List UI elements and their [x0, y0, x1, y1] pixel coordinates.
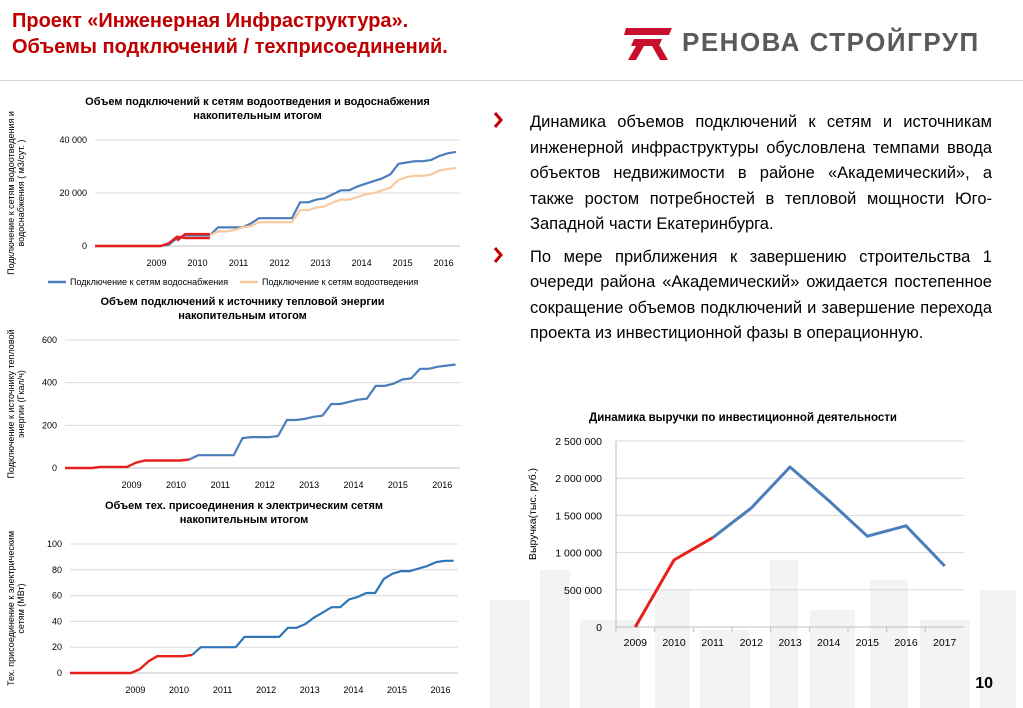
y-axis-label: Подключение к источнику тепловой [6, 329, 16, 478]
logo-mark-icon [624, 28, 672, 60]
series-line [70, 653, 193, 675]
x-tick-label: 2013 [778, 637, 802, 649]
legend-label: Подключение к сетям водоснабжения [70, 277, 228, 287]
x-tick-label: 2014 [817, 637, 841, 649]
x-tick-label: 2015 [388, 480, 408, 490]
y-tick-label: 40 [52, 616, 62, 626]
chart-title: Объем тех. присоединения к электрическим… [105, 500, 383, 512]
y-axis-label: энергии (Гкал/ч) [16, 370, 26, 438]
series-line [711, 465, 946, 568]
bullet-text: Динамика объемов подключений к сетям и и… [530, 113, 992, 233]
bullet-item: Динамика объемов подключений к сетям и и… [492, 110, 992, 238]
chart-title: Объем подключений к сетям водоотведения … [85, 96, 430, 108]
x-tick-label: 2014 [343, 685, 363, 695]
x-tick-label: 2014 [352, 258, 372, 268]
x-tick-label: 2015 [387, 685, 407, 695]
y-axis-label: Подключение к сетям водоотведения и [6, 111, 16, 275]
chart-title: накопительным итогом [180, 514, 309, 526]
y-tick-label: 200 [42, 420, 57, 430]
chevron-right-icon [493, 246, 503, 263]
y-tick-label: 0 [82, 241, 87, 251]
y-tick-label: 100 [47, 539, 62, 549]
y-tick-label: 600 [42, 335, 57, 345]
x-tick-label: 2010 [188, 258, 208, 268]
x-tick-label: 2014 [343, 480, 363, 490]
y-tick-label: 0 [57, 668, 62, 678]
series-line [95, 150, 457, 248]
chart-title: накопительным итогом [193, 110, 322, 122]
y-tick-label: 20 [52, 642, 62, 652]
x-tick-label: 2009 [122, 480, 142, 490]
series-line [209, 166, 457, 237]
y-tick-label: 20 000 [59, 188, 87, 198]
series-line [95, 235, 210, 248]
x-tick-label: 2013 [299, 480, 319, 490]
legend-label: Подключение к сетям водоотведения [262, 277, 418, 287]
y-axis-label: Выручка(тыс. руб.) [527, 468, 539, 560]
x-tick-label: 2011 [701, 637, 724, 649]
x-tick-label: 2015 [856, 637, 880, 649]
x-tick-label: 2009 [125, 685, 145, 695]
y-tick-label: 400 [42, 378, 57, 388]
chevron-right-icon [493, 112, 503, 128]
x-tick-label: 2012 [255, 480, 275, 490]
x-tick-label: 2012 [256, 685, 276, 695]
x-tick-label: 2010 [662, 637, 686, 649]
y-axis-label: Тех. присоединение к электрическим [6, 531, 16, 686]
series-line [188, 363, 456, 461]
x-tick-label: 2010 [166, 480, 186, 490]
header-divider [0, 80, 1023, 81]
y-axis-label: сетям (МВт) [16, 583, 26, 633]
series-line [191, 559, 454, 656]
y-tick-label: 2 500 000 [555, 436, 602, 448]
y-tick-label: 80 [52, 565, 62, 575]
chart-title: накопительным итогом [178, 310, 307, 322]
x-tick-label: 2013 [300, 685, 320, 695]
y-tick-label: 500 000 [564, 585, 602, 597]
background-city-silhouette [490, 560, 1016, 708]
x-tick-label: 2011 [213, 685, 232, 695]
y-tick-label: 40 000 [59, 135, 87, 145]
company-logo: РЕНОВА СТРОЙГРУП [622, 22, 992, 66]
heat-connections-chart: Объем подключений к источнику тепловой э… [6, 296, 460, 490]
x-tick-label: 2016 [434, 258, 454, 268]
water-connections-chart: Объем подключений к сетям водоотведения … [6, 96, 460, 287]
bullet-list: Динамика объемов подключений к сетям и и… [492, 110, 992, 354]
x-tick-label: 2012 [270, 258, 290, 268]
series-line [65, 458, 190, 470]
y-tick-label: 0 [52, 463, 57, 473]
x-tick-label: 2012 [740, 637, 764, 649]
y-tick-label: 1 000 000 [555, 548, 602, 560]
x-tick-label: 2009 [624, 637, 648, 649]
bullet-text: По мере приближения к завершению строите… [530, 247, 992, 343]
page-number: 10 [975, 675, 993, 692]
x-tick-label: 2017 [933, 637, 957, 649]
y-tick-label: 60 [52, 591, 62, 601]
x-tick-label: 2009 [147, 258, 167, 268]
x-tick-label: 2016 [432, 480, 452, 490]
y-tick-label: 2 000 000 [555, 473, 602, 485]
x-tick-label: 2010 [169, 685, 189, 695]
bullet-item: По мере приближения к завершению строите… [492, 245, 992, 347]
revenue-chart: Динамика выручки по инвестиционной деяте… [527, 412, 964, 649]
logo-text: РЕНОВА СТРОЙГРУП [682, 27, 980, 57]
page-title-line-2: Объемы подключений / техприсоединений. [12, 36, 448, 58]
y-axis-label: водоснабжения ( м3/сут. ) [16, 140, 26, 247]
x-tick-label: 2013 [311, 258, 331, 268]
x-tick-label: 2016 [431, 685, 451, 695]
x-tick-label: 2011 [229, 258, 248, 268]
page-title: Проект «Инженерная Инфраструктура». Объе… [12, 8, 572, 60]
page-title-line-1: Проект «Инженерная Инфраструктура». [12, 10, 409, 32]
chart-title: Динамика выручки по инвестиционной деяте… [589, 412, 897, 424]
series-line [176, 232, 210, 242]
electric-connections-chart: Объем тех. присоединения к электрическим… [6, 500, 458, 695]
chart-title: Объем подключений к источнику тепловой э… [100, 296, 384, 308]
y-tick-label: 0 [596, 622, 602, 634]
x-tick-label: 2015 [393, 258, 413, 268]
series-line [634, 536, 714, 628]
x-tick-label: 2011 [211, 480, 230, 490]
x-tick-label: 2016 [894, 637, 918, 649]
y-tick-label: 1 500 000 [555, 510, 602, 522]
